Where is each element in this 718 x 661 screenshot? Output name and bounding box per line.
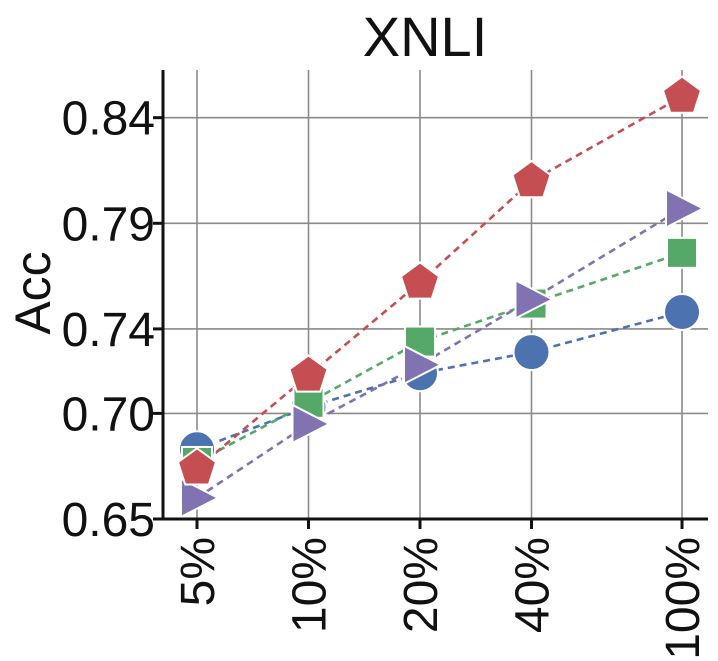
series-line-triangle-right (196, 207, 683, 499)
x-tick-label: 20% (395, 537, 448, 633)
data-point-pentagon (661, 75, 703, 114)
y-tick-label: 0.84 (62, 93, 155, 146)
y-axis-label: Acc (5, 251, 61, 334)
x-tick-label: 5% (172, 537, 225, 606)
x-tick-label: 40% (507, 537, 560, 633)
data-point-triangle (291, 403, 332, 445)
series-markers-square (181, 236, 699, 478)
data-point-circle (663, 293, 702, 332)
y-tick-label: 0.70 (62, 388, 155, 441)
series-markers-pentagon (176, 75, 703, 486)
grid-layer (163, 70, 708, 520)
data-point-circle (512, 333, 551, 372)
y-tick-label: 0.65 (62, 494, 155, 547)
series-line-pentagon (196, 95, 683, 470)
data-point-pentagon (399, 261, 441, 300)
series-markers-triangle-right (180, 187, 706, 519)
axis-layer: 0.65 0.70 0.74 0.79 0.84 5% 10% 20% 40% 100% (62, 70, 710, 660)
data-point-triangle (514, 278, 555, 320)
y-tick-label: 0.74 (62, 304, 155, 357)
data-point-pentagon (176, 447, 218, 486)
chart-title: XNLI (363, 5, 488, 68)
x-tick-label: 100% (657, 537, 710, 660)
data-point-pentagon (511, 159, 552, 199)
series-line-square (196, 251, 683, 464)
series-line-circle (196, 310, 683, 451)
data-point-triangle (180, 477, 221, 519)
data-point-pentagon (288, 354, 329, 393)
series-markers-circle (178, 293, 702, 469)
data-point-triangle (665, 187, 706, 230)
series-layer (176, 75, 706, 519)
data-point-square (666, 236, 699, 269)
y-tick-label: 0.79 (62, 198, 155, 251)
data-point-triangle (403, 344, 444, 386)
x-tick-label: 10% (284, 537, 337, 633)
